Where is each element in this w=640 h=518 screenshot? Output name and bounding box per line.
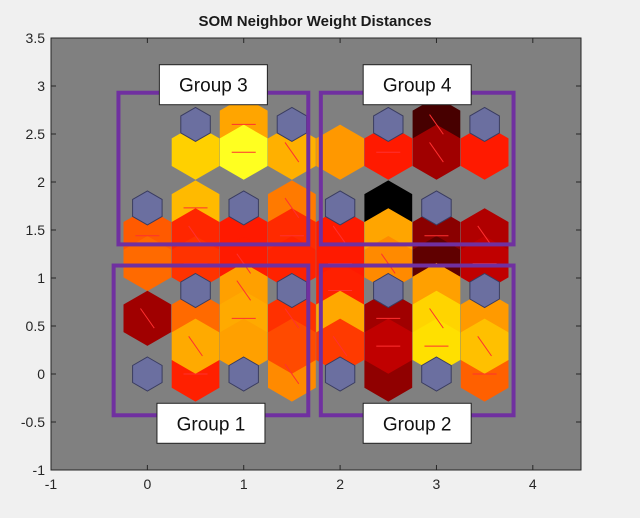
plot-frame [50, 37, 582, 471]
weight-link [188, 225, 203, 246]
neuron [180, 272, 211, 309]
neuron [180, 106, 211, 142]
distance-cells [123, 96, 509, 402]
y-tick-label: 3 [37, 78, 45, 94]
weight-link [477, 336, 492, 357]
weight-link [429, 114, 444, 135]
group-boxes: Group 1 Group 2 Group 3 Group 4 [111, 64, 516, 444]
y-tick-label: 1 [37, 270, 45, 286]
distance-cell [316, 124, 364, 180]
neuron [421, 356, 452, 392]
y-tick-label: 0 [37, 366, 45, 382]
distance-cell [171, 124, 220, 180]
neuron [469, 106, 500, 142]
weight-link [284, 197, 300, 219]
neuron [132, 190, 163, 226]
y-tick-label: 2.5 [26, 126, 46, 142]
neuron [228, 356, 259, 392]
weight-link [429, 142, 444, 163]
weight-link [332, 336, 348, 357]
neuron [421, 190, 452, 226]
neuron [132, 356, 163, 392]
group-label: Group 4 [383, 76, 452, 97]
weight-link [332, 225, 348, 246]
x-tick-label: 3 [433, 476, 441, 492]
x-tick-label: 4 [529, 476, 537, 492]
y-tick-label: -0.5 [21, 414, 45, 430]
neuron [324, 356, 356, 392]
x-tick-label: -1 [45, 476, 58, 492]
group-label: Group 2 [383, 414, 452, 435]
neuron [469, 272, 500, 309]
weight-link [284, 363, 300, 385]
group-label-box [362, 402, 472, 444]
weight-link [477, 225, 492, 246]
group-label: Group 1 [177, 414, 246, 435]
group-label: Group 3 [179, 76, 248, 97]
distance-cell [460, 124, 509, 180]
weight-link [284, 308, 300, 329]
y-tick-label: 3.5 [26, 30, 46, 46]
x-tick-label: 0 [143, 476, 151, 492]
weight-link [236, 280, 252, 301]
weight-link [284, 142, 300, 163]
neuron [228, 190, 259, 226]
chart-title: SOM Neighbor Weight Distances [198, 13, 431, 30]
x-tick-label: 2 [336, 476, 344, 492]
group-label-box [158, 64, 268, 106]
y-tick-label: 1.5 [26, 222, 46, 238]
weight-link [429, 308, 444, 329]
neuron [373, 272, 404, 309]
y-axis: -1 -0.5 0 0.5 1 1.5 2 2.5 3 3.5 [21, 30, 581, 478]
weight-link [188, 336, 203, 357]
neuron [324, 190, 356, 226]
neuron [373, 106, 404, 142]
x-axis: -1 0 1 2 3 4 [45, 38, 537, 492]
x-tick-label: 1 [240, 476, 248, 492]
group-label-box [362, 64, 472, 106]
y-tick-label: 2 [37, 174, 45, 190]
y-tick-label: 0.5 [26, 318, 46, 334]
y-tick-label: -1 [33, 462, 46, 478]
group-label-box [156, 402, 266, 444]
weight-link [140, 308, 155, 329]
neurons [132, 106, 500, 392]
